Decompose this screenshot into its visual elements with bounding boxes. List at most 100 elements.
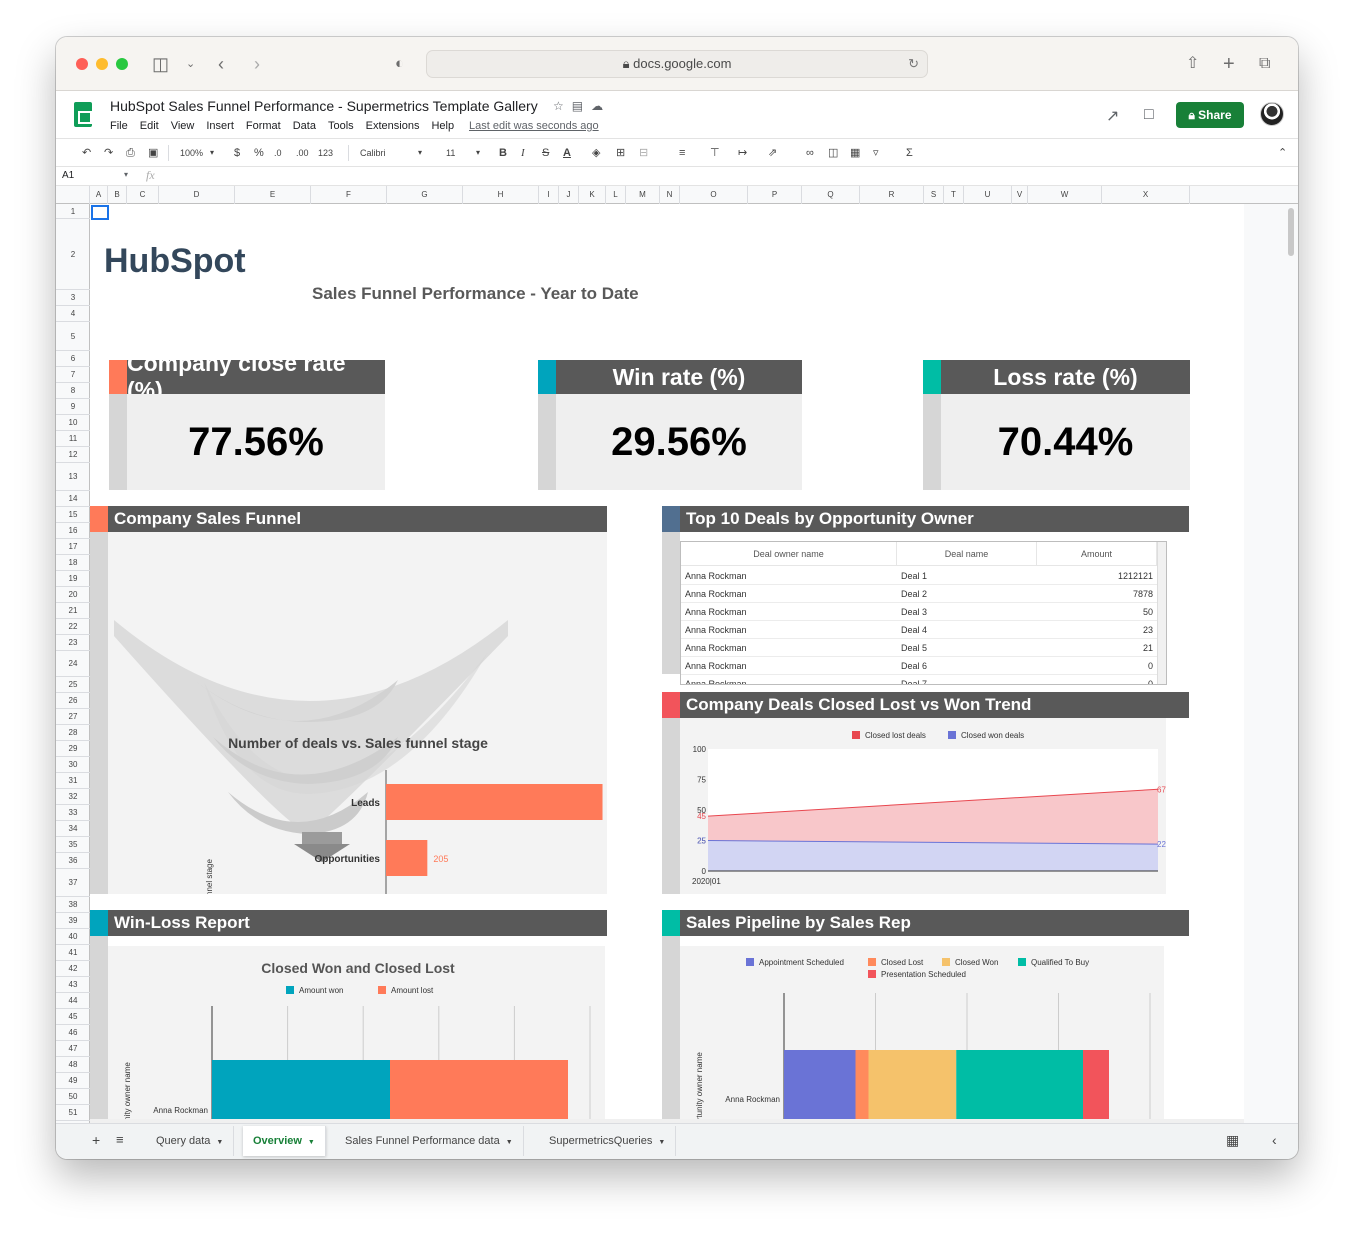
tab-overview-icon[interactable]: ⧉ (1259, 55, 1271, 72)
tab-supermetrics-queries[interactable]: SupermetricsQueries ▼ (539, 1126, 677, 1156)
cloud-status-icon[interactable]: ☁ (591, 99, 612, 113)
row-header[interactable]: 10 (56, 415, 90, 431)
undo-icon[interactable]: ↶ (82, 147, 92, 159)
column-header[interactable]: J (559, 186, 579, 204)
sidebar-icon[interactable]: ◫ (152, 54, 170, 74)
row-header[interactable]: 18 (56, 555, 90, 571)
row-header[interactable]: 47 (56, 1041, 90, 1057)
menu-file[interactable]: File (110, 120, 128, 132)
column-header[interactable]: W (1028, 186, 1102, 204)
row-header[interactable]: 48 (56, 1057, 90, 1073)
row-header[interactable]: 35 (56, 837, 90, 853)
row-header[interactable]: 24 (56, 651, 90, 677)
add-sheet-icon[interactable]: + (92, 1132, 101, 1148)
chevron-down-icon[interactable]: ▼ (658, 1139, 666, 1146)
pipeline-chart[interactable]: Appointment Scheduled Closed Lost Closed W… (680, 946, 1164, 1123)
trend-icon[interactable]: ↗ (1106, 108, 1120, 125)
row-header[interactable]: 37 (56, 869, 90, 897)
merge-cells-icon[interactable]: ⊟ (639, 147, 649, 159)
trend-chart[interactable]: Closed lost deals Closed won deals 0 25 50 75… (680, 718, 1166, 894)
row-header[interactable]: 4 (56, 306, 90, 322)
row-header[interactable]: 44 (56, 993, 90, 1009)
horizontal-scrollbar[interactable] (90, 1119, 1244, 1123)
row-header[interactable]: 14 (56, 491, 90, 507)
menu-data[interactable]: Data (292, 120, 316, 132)
column-header[interactable]: Q (802, 186, 860, 204)
chevron-down-icon[interactable]: ▼ (216, 1139, 224, 1146)
percent-button[interactable]: % (254, 147, 264, 159)
row-header[interactable]: 32 (56, 789, 90, 805)
top-deals-table[interactable]: Deal owner name Deal name Amount Anna Rockm… (680, 541, 1167, 685)
row-header[interactable]: 23 (56, 635, 90, 651)
column-header[interactable]: H (463, 186, 539, 204)
all-sheets-icon[interactable]: ≡ (116, 1132, 124, 1147)
row-header[interactable]: 28 (56, 725, 90, 741)
column-header[interactable]: N (660, 186, 680, 204)
row-header[interactable]: 38 (56, 897, 90, 913)
column-header[interactable]: B (108, 186, 127, 204)
reload-icon[interactable]: ↻ (908, 56, 919, 71)
row-header[interactable]: 31 (56, 773, 90, 789)
row-header[interactable]: 6 (56, 351, 90, 367)
share-button[interactable]: 🔒︎ Share (1176, 102, 1244, 128)
column-header[interactable]: P (748, 186, 802, 204)
row-header[interactable]: 30 (56, 757, 90, 773)
row-header[interactable]: 36 (56, 853, 90, 869)
move-folder-icon[interactable]: ▤ (571, 99, 592, 113)
column-header[interactable]: T (944, 186, 964, 204)
borders-icon[interactable]: ⊞ (616, 147, 626, 159)
row-header[interactable]: 22 (56, 619, 90, 635)
name-box[interactable]: A1 (62, 170, 75, 181)
column-header[interactable]: M (626, 186, 660, 204)
row-header[interactable]: 11 (56, 431, 90, 447)
column-header[interactable]: R (860, 186, 924, 204)
column-header[interactable]: G (387, 186, 463, 204)
winloss-chart[interactable]: Closed Won and Closed Lost Amount won Amou… (108, 946, 605, 1123)
close-window-button[interactable] (76, 58, 88, 70)
row-header[interactable]: 26 (56, 693, 90, 709)
table-header[interactable]: Deal name (897, 542, 1037, 566)
chevron-down-icon[interactable]: ▼ (307, 1139, 315, 1146)
vertical-align-icon[interactable]: ⊤ (710, 147, 720, 159)
row-header[interactable]: 7 (56, 367, 90, 383)
back-icon[interactable]: ‹ (218, 54, 224, 74)
align-left-icon[interactable]: ≡ (679, 147, 686, 159)
column-header[interactable]: A (90, 186, 108, 204)
collapse-side-panel-icon[interactable]: ‹ (1272, 1132, 1277, 1148)
column-header[interactable]: C (127, 186, 159, 204)
row-header[interactable]: 1 (56, 204, 90, 219)
column-header[interactable]: I (539, 186, 559, 204)
italic-button[interactable]: I (521, 147, 525, 159)
star-icon[interactable]: ☆ (553, 99, 572, 113)
filter-icon[interactable]: ▿ (873, 147, 879, 159)
tab-sales-funnel-data[interactable]: Sales Funnel Performance data ▼ (335, 1126, 524, 1156)
address-bar[interactable]: 🔒︎ docs.google.com ↻ (426, 50, 928, 78)
row-header[interactable]: 42 (56, 961, 90, 977)
row-header[interactable]: 21 (56, 603, 90, 619)
currency-button[interactable]: $ (234, 147, 241, 159)
funnel-chart[interactable]: Number of deals vs. Sales funnel stage Le… (108, 532, 607, 894)
row-header[interactable]: 34 (56, 821, 90, 837)
tab-overview[interactable]: Overview ▼ (243, 1126, 326, 1156)
functions-icon[interactable]: Σ (906, 147, 913, 159)
row-header[interactable]: 50 (56, 1089, 90, 1105)
vertical-scrollbar[interactable] (1244, 204, 1298, 1123)
row-header[interactable]: 49 (56, 1073, 90, 1089)
last-edit-link[interactable]: Last edit was seconds ago (469, 120, 599, 132)
decrease-decimal-button[interactable]: .0 (274, 148, 282, 158)
row-header[interactable]: 13 (56, 463, 90, 491)
row-header[interactable]: 27 (56, 709, 90, 725)
text-rotation-icon[interactable]: ⇗ (768, 147, 778, 159)
row-header[interactable]: 2 (56, 219, 90, 290)
text-color-button[interactable]: A (563, 147, 571, 159)
row-header[interactable]: 17 (56, 539, 90, 555)
row-header[interactable]: 15 (56, 507, 90, 523)
print-icon[interactable]: ⎙ (126, 147, 135, 159)
column-header[interactable]: L (606, 186, 626, 204)
menu-insert[interactable]: Insert (206, 120, 234, 132)
row-header[interactable]: 12 (56, 447, 90, 463)
row-header[interactable]: 9 (56, 399, 90, 415)
comment-icon[interactable]: □ (1144, 106, 1154, 123)
insert-chart-icon[interactable]: ▦ (850, 147, 861, 159)
tab-query-data[interactable]: Query data ▼ (146, 1126, 235, 1156)
